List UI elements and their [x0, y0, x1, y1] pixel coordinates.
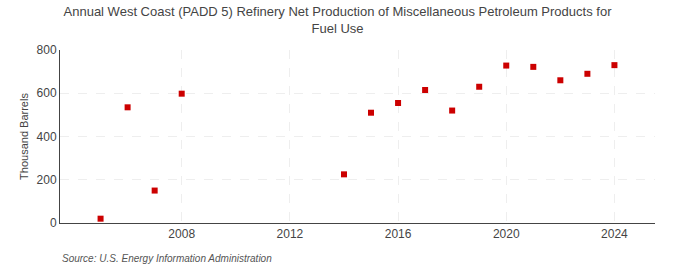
svg-text:2016: 2016	[385, 227, 412, 241]
svg-text:800: 800	[37, 43, 57, 57]
svg-text:0: 0	[50, 216, 57, 230]
svg-text:2012: 2012	[277, 227, 304, 241]
svg-text:Annual West Coast (PADD 5) Ref: Annual West Coast (PADD 5) Refinery Net …	[64, 4, 613, 36]
svg-text:Source: U.S. Energy Informatio: Source: U.S. Energy Information Administ…	[62, 253, 272, 264]
svg-text:2024: 2024	[601, 227, 628, 241]
svg-text:Thousand Barrels: Thousand Barrels	[18, 93, 30, 180]
svg-text:600: 600	[37, 86, 57, 100]
svg-text:2008: 2008	[168, 227, 195, 241]
svg-text:2020: 2020	[493, 227, 520, 241]
svg-text:200: 200	[37, 173, 57, 187]
svg-text:400: 400	[37, 130, 57, 144]
